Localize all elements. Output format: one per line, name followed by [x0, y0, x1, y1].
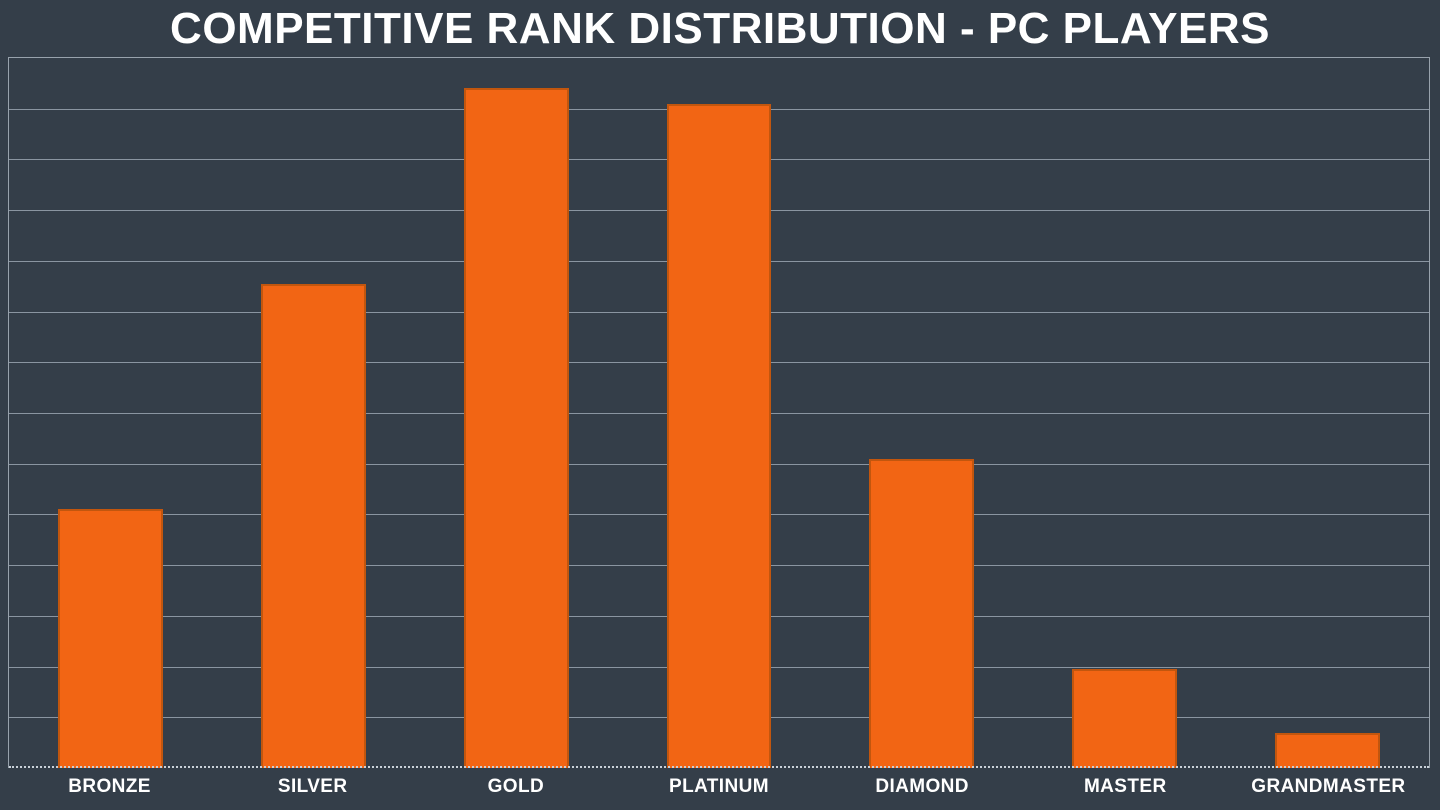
bar-slot	[820, 58, 1023, 768]
bar-silver	[260, 283, 366, 768]
x-axis-label-master: MASTER	[1083, 776, 1167, 797]
bar-diamond	[869, 458, 975, 768]
chart-title: COMPETITIVE RANK DISTRIBUTION - PC PLAYE…	[170, 4, 1270, 53]
x-axis-label-grandmaster: GRANDMASTER	[1251, 776, 1406, 797]
x-axis-label-bronze: BRONZE	[68, 776, 151, 797]
bar-bronze	[57, 509, 163, 768]
bar-slot	[1226, 58, 1429, 768]
x-axis-label-gold: GOLD	[487, 776, 545, 797]
bar-platinum	[666, 103, 772, 768]
x-axis-baseline	[9, 766, 1429, 768]
bar-slot	[415, 58, 618, 768]
bar-gold	[463, 88, 569, 768]
bar-slot	[212, 58, 415, 768]
bars-container	[9, 58, 1429, 768]
plot-area	[8, 57, 1430, 768]
bar-grandmaster	[1275, 732, 1381, 768]
bar-slot	[1023, 58, 1226, 768]
bar-slot	[9, 58, 212, 768]
bar-master	[1072, 669, 1178, 768]
x-axis-label-diamond: DIAMOND	[875, 776, 969, 797]
x-axis-labels: BRONZE SILVER GOLD PLATINUM DIAMOND MASTER GRA…	[8, 776, 1430, 798]
bar-slot	[618, 58, 821, 768]
x-axis-label-platinum: PLATINUM	[669, 776, 769, 797]
x-axis-label-silver: SILVER	[277, 776, 348, 797]
